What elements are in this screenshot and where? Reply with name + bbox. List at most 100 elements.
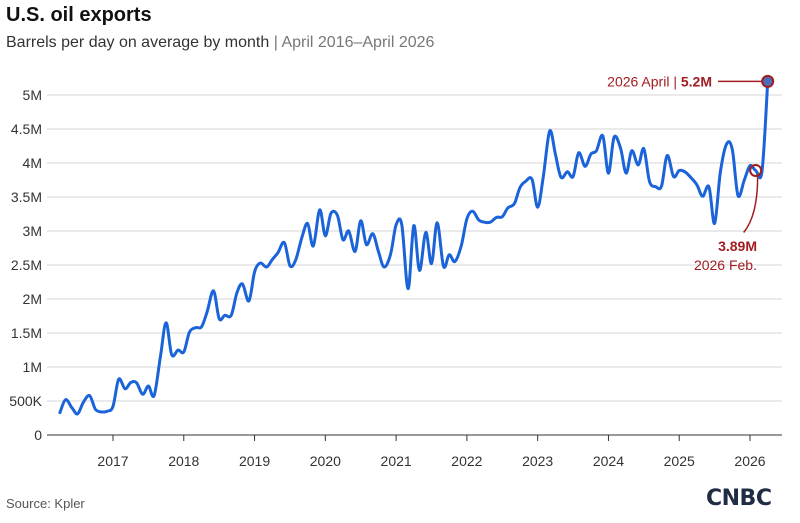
data-point [613, 136, 616, 139]
data-point [513, 202, 516, 205]
data-point [648, 180, 651, 183]
data-point [518, 186, 521, 189]
data-point [471, 210, 474, 213]
data-point [365, 243, 368, 246]
data-point [306, 222, 309, 225]
data-point [701, 195, 704, 198]
data-point [294, 259, 297, 262]
data-point [412, 224, 415, 227]
data-point [554, 153, 557, 156]
data-point [460, 244, 463, 247]
data-point [731, 148, 734, 151]
data-point [418, 269, 421, 272]
data-point [271, 258, 274, 261]
data-point [630, 149, 633, 152]
data-point [259, 261, 262, 264]
data-point [76, 412, 79, 415]
annotation-value-april: 5.2M [681, 73, 712, 89]
data-point [690, 176, 693, 179]
data-point [607, 172, 610, 175]
data-point [589, 153, 592, 156]
x-tick-label: 2022 [451, 453, 482, 469]
data-point [743, 179, 746, 182]
data-point [542, 175, 545, 178]
data-point [719, 171, 722, 174]
data-point [300, 236, 303, 239]
data-point [276, 251, 279, 254]
x-tick-label: 2017 [97, 453, 128, 469]
data-point [206, 310, 209, 313]
data-point [713, 222, 716, 225]
data-point [112, 405, 115, 408]
gridlines [47, 94, 782, 402]
data-point [354, 250, 357, 253]
data-point [642, 147, 645, 150]
data-point [200, 325, 203, 328]
data-point [58, 411, 61, 414]
data-point [678, 169, 681, 172]
y-tick-label: 4.5M [11, 121, 42, 137]
y-tick-label: 1M [23, 359, 42, 375]
data-point [584, 165, 587, 168]
data-point [347, 230, 350, 233]
annotation-sep-april: | [673, 73, 681, 89]
data-point [536, 206, 539, 209]
data-point [82, 401, 85, 404]
data-point [182, 351, 185, 354]
data-point [235, 291, 238, 294]
subtitle-measure: Barrels per day on average by month [6, 34, 270, 51]
data-point [548, 130, 551, 133]
subtitle-date-range: April 2016–April 2026 [281, 34, 435, 51]
data-point [106, 410, 109, 413]
data-point [725, 142, 728, 145]
data-point [371, 232, 374, 235]
data-point [424, 231, 427, 234]
data-point [124, 387, 127, 390]
data-point [99, 410, 102, 413]
x-tick-label: 2021 [381, 453, 412, 469]
data-point [666, 154, 669, 157]
data-point [395, 223, 398, 226]
data-point [147, 385, 150, 388]
source-note: Source: Kpler [6, 496, 85, 511]
data-point [223, 314, 226, 317]
data-point [442, 265, 445, 268]
data-point [707, 185, 710, 188]
data-point [342, 238, 345, 241]
data-point [654, 185, 657, 188]
series-line-oil-exports [58, 79, 770, 416]
data-point [70, 406, 73, 409]
data-point [566, 170, 569, 173]
data-point [736, 194, 739, 197]
y-tick-label: 3.5M [11, 189, 42, 205]
data-point [159, 355, 162, 358]
data-point [389, 253, 392, 256]
y-tick-label: 2.5M [11, 257, 42, 273]
data-point [336, 214, 339, 217]
data-point [483, 221, 486, 224]
data-point [188, 331, 191, 334]
data-point [524, 180, 527, 183]
data-point [218, 317, 221, 320]
series-layer [58, 79, 770, 416]
data-point [501, 215, 504, 218]
data-point [288, 264, 291, 267]
chart-title: U.S. oil exports [6, 4, 152, 26]
annotation-date-april: 2026 April [607, 73, 673, 89]
y-tick-label: 500K [9, 393, 42, 409]
y-tick-label: 3M [23, 223, 42, 239]
data-point [247, 300, 250, 303]
data-point [572, 175, 575, 178]
data-point [329, 212, 332, 215]
data-point [672, 175, 675, 178]
data-point [695, 183, 698, 186]
data-point [117, 378, 120, 381]
data-point [453, 260, 456, 263]
data-point [754, 169, 757, 172]
data-point [400, 223, 403, 226]
data-point [177, 349, 180, 352]
x-tick-label: 2019 [239, 453, 270, 469]
subtitle-separator: | [273, 34, 278, 51]
data-point [436, 221, 439, 224]
data-point [64, 398, 67, 401]
